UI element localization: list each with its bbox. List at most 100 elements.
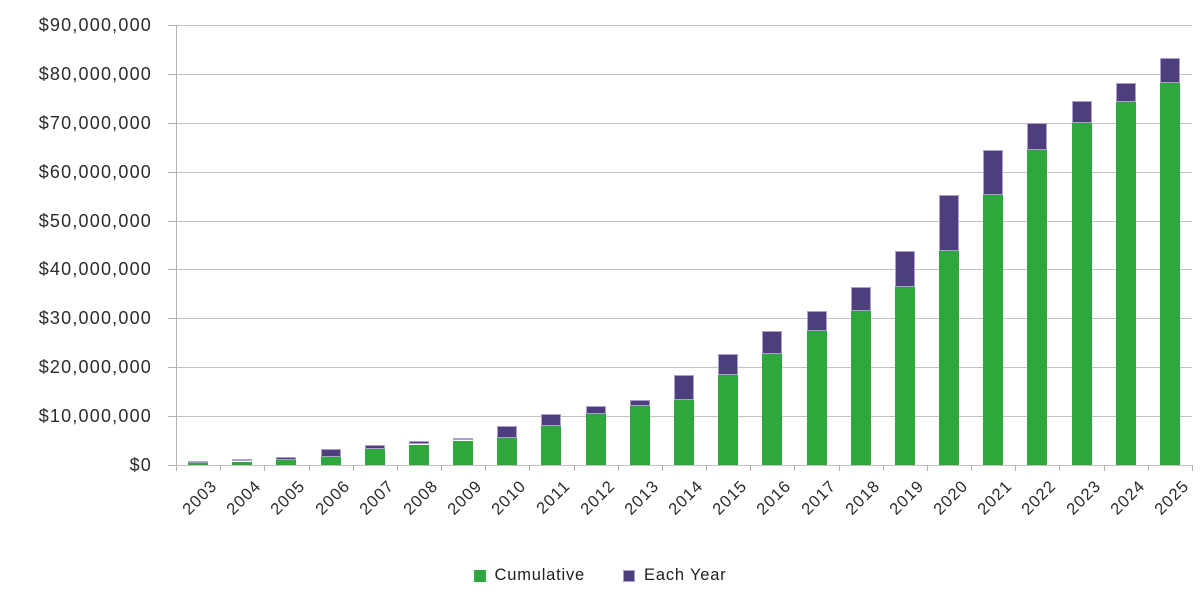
y-axis-tick-label: $80,000,000 <box>38 64 152 84</box>
gridline <box>176 269 1192 270</box>
bar-2008-cumulative[interactable] <box>409 444 429 465</box>
bar-2025-cumulative[interactable] <box>1160 82 1180 465</box>
bar-2010-cumulative[interactable] <box>497 437 517 465</box>
bar-2005-each-year[interactable] <box>276 457 296 460</box>
bar-2022-cumulative[interactable] <box>1027 150 1047 465</box>
x-axis-tick <box>706 465 707 471</box>
x-axis-tick-label: 2014 <box>665 477 707 519</box>
x-axis-tick-label: 2013 <box>621 477 663 519</box>
bar-2021-cumulative[interactable] <box>983 194 1003 465</box>
x-axis-tick-label: 2008 <box>400 477 442 519</box>
x-axis-tick <box>441 465 442 471</box>
y-axis-tick <box>168 25 176 26</box>
x-axis-tick <box>485 465 486 471</box>
bar-2020-each-year[interactable] <box>939 194 959 251</box>
bar-2010-each-year[interactable] <box>497 425 517 438</box>
gridline <box>176 74 1192 75</box>
x-axis-tick <box>618 465 619 471</box>
x-axis-tick <box>353 465 354 471</box>
x-axis-tick <box>971 465 972 471</box>
gridline <box>176 172 1192 173</box>
bar-2019-cumulative[interactable] <box>895 286 915 465</box>
x-axis-tick-label: 2006 <box>312 477 354 519</box>
bar-2011-each-year[interactable] <box>541 413 561 426</box>
x-axis-tick-label: 2003 <box>179 477 221 519</box>
y-axis-tick-label: $50,000,000 <box>38 211 152 231</box>
bar-2017-each-year[interactable] <box>807 311 827 331</box>
bar-2004-each-year[interactable] <box>232 459 252 462</box>
bar-2004-cumulative[interactable] <box>232 461 252 465</box>
bar-2013-cumulative[interactable] <box>630 405 650 465</box>
bar-2022-each-year[interactable] <box>1027 122 1047 151</box>
x-axis-tick <box>1015 465 1016 471</box>
x-axis-tick-label: 2019 <box>886 477 928 519</box>
y-axis-tick <box>168 172 176 173</box>
gridline <box>176 123 1192 124</box>
bar-2024-each-year[interactable] <box>1116 82 1136 102</box>
bar-2021-each-year[interactable] <box>983 150 1003 195</box>
x-axis-tick <box>574 465 575 471</box>
bar-2015-each-year[interactable] <box>718 353 738 375</box>
y-axis-tick-label: $0 <box>129 455 152 475</box>
y-axis-tick-label: $20,000,000 <box>38 357 152 377</box>
bar-2007-each-year[interactable] <box>365 444 385 449</box>
x-axis-tick <box>264 465 265 471</box>
bar-2007-cumulative[interactable] <box>365 448 385 465</box>
x-axis-tick-label: 2017 <box>798 477 840 519</box>
bar-2025-each-year[interactable] <box>1160 58 1180 83</box>
gridline <box>176 221 1192 222</box>
bar-2014-cumulative[interactable] <box>674 400 694 465</box>
x-axis-tick <box>1059 465 1060 471</box>
bar-2011-cumulative[interactable] <box>541 425 561 465</box>
x-axis-tick <box>883 465 884 471</box>
y-axis-tick <box>168 318 176 319</box>
x-axis-tick-label: 2010 <box>488 477 530 519</box>
bar-2023-cumulative[interactable] <box>1072 122 1092 465</box>
x-axis-tick <box>927 465 928 471</box>
x-axis-tick-label: 2009 <box>444 477 486 519</box>
bar-2016-cumulative[interactable] <box>762 353 782 465</box>
bar-2005-cumulative[interactable] <box>276 459 296 465</box>
gridline <box>176 318 1192 319</box>
bar-2018-each-year[interactable] <box>851 286 871 311</box>
y-axis-tick <box>168 367 176 368</box>
bar-2013-each-year[interactable] <box>630 400 650 406</box>
y-axis-tick-label: $40,000,000 <box>38 259 152 279</box>
bar-2006-cumulative[interactable] <box>321 457 341 465</box>
bar-2003-each-year[interactable] <box>188 461 208 464</box>
bar-2015-cumulative[interactable] <box>718 375 738 465</box>
bar-2014-each-year[interactable] <box>674 375 694 400</box>
y-axis-tick <box>168 221 176 222</box>
bar-2020-cumulative[interactable] <box>939 250 959 465</box>
x-axis-tick-label: 2012 <box>577 477 619 519</box>
gridline <box>176 367 1192 368</box>
bar-2017-cumulative[interactable] <box>807 330 827 465</box>
x-axis-tick <box>309 465 310 471</box>
legend-item-each-year[interactable]: Each Year <box>623 566 726 585</box>
legend-item-cumulative[interactable]: Cumulative <box>473 566 586 585</box>
x-axis-tick <box>1104 465 1105 471</box>
y-axis-tick <box>168 123 176 124</box>
bar-2008-each-year[interactable] <box>409 440 429 445</box>
x-axis-tick-label: 2023 <box>1063 477 1105 519</box>
bar-2018-cumulative[interactable] <box>851 311 871 465</box>
x-axis-tick <box>794 465 795 471</box>
bar-2009-cumulative[interactable] <box>453 440 473 465</box>
bar-2006-each-year[interactable] <box>321 448 341 458</box>
bar-2012-each-year[interactable] <box>586 405 606 414</box>
x-axis-tick-label: 2016 <box>753 477 795 519</box>
y-axis-tick-label: $70,000,000 <box>38 113 152 133</box>
gridline <box>176 465 1192 466</box>
bar-2003-cumulative[interactable] <box>188 463 208 465</box>
bar-2024-cumulative[interactable] <box>1116 101 1136 465</box>
y-axis-tick <box>168 74 176 75</box>
bar-2009-each-year[interactable] <box>453 437 473 441</box>
bar-2012-cumulative[interactable] <box>586 413 606 465</box>
bar-2023-each-year[interactable] <box>1072 100 1092 123</box>
each-year-swatch-icon <box>623 569 636 582</box>
y-axis-tick-label: $90,000,000 <box>38 15 152 35</box>
bar-2016-each-year[interactable] <box>762 330 782 354</box>
cumulative-swatch-icon <box>473 569 486 582</box>
bar-2019-each-year[interactable] <box>895 250 915 287</box>
